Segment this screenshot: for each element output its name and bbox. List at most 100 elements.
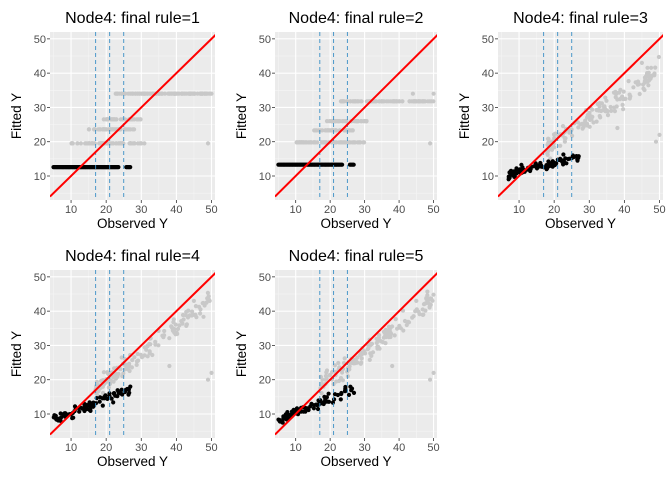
data-point-other [421, 312, 426, 317]
data-point-other [392, 333, 397, 338]
plot-area [498, 32, 663, 200]
y-tick-label: 10 [259, 409, 271, 421]
data-point-other [563, 136, 568, 141]
data-point-other [639, 60, 645, 65]
data-point-node [351, 390, 357, 395]
data-point-other [315, 140, 320, 145]
identity-line [275, 272, 437, 436]
x-axis-label: Observed Y [545, 216, 616, 231]
data-point-node [322, 394, 327, 399]
y-tick-label: 20 [482, 137, 494, 149]
data-point-other [340, 119, 346, 124]
data-point-other [380, 340, 385, 345]
data-point-other [189, 313, 194, 318]
chart-panel-3: 10 20 30 40 50 10 20 30 40 50 Node4: final rule=3 O… [457, 10, 666, 231]
data-point-other [351, 361, 356, 366]
data-point-other [347, 364, 352, 369]
data-point-other [142, 91, 147, 96]
data-point-other [204, 91, 209, 96]
plot-area [50, 270, 215, 438]
data-point-node [291, 407, 296, 412]
identity-line [275, 34, 437, 198]
x-tick-label: 50 [205, 442, 217, 454]
y-tick-label: 10 [482, 171, 494, 183]
x-tick-label: 10 [513, 204, 525, 216]
data-point-node [105, 396, 110, 401]
data-point-node [349, 388, 354, 393]
y-tick-label: 10 [259, 171, 271, 183]
data-point-node [80, 406, 85, 411]
data-point-other [184, 322, 189, 327]
data-point-other [391, 99, 396, 104]
data-point-other [200, 91, 205, 96]
data-point-other [172, 330, 177, 335]
data-point-other [576, 125, 581, 130]
data-point-other [558, 143, 563, 148]
data-point-node [554, 161, 559, 166]
data-point-other [328, 128, 333, 133]
data-point-other [620, 102, 625, 107]
data-point-node [97, 399, 102, 404]
data-point-other [353, 99, 358, 104]
data-point-node [340, 162, 345, 167]
data-point-other [205, 141, 211, 146]
y-tick-label: 40 [482, 68, 494, 80]
x-tick-label: 40 [393, 442, 405, 454]
x-axis-label: Observed Y [97, 216, 168, 231]
data-point-other [344, 128, 349, 133]
data-point-other [395, 99, 400, 104]
data-point-other [334, 379, 339, 384]
data-point-other [205, 377, 211, 382]
data-point-other [653, 139, 659, 144]
data-point-node [550, 160, 555, 165]
y-tick-label: 40 [259, 68, 271, 80]
data-point-other [356, 99, 361, 104]
x-tick-label: 50 [653, 204, 665, 216]
data-point-node [126, 392, 131, 397]
data-point-other [130, 358, 135, 363]
data-point-node [509, 172, 514, 177]
data-point-other [138, 117, 143, 122]
y-axis-label: Fitted Y [457, 93, 472, 139]
data-point-other [148, 91, 153, 96]
data-point-other [401, 328, 406, 333]
data-point-node [514, 171, 519, 176]
data-point-other [583, 118, 588, 123]
x-tick-label: 30 [358, 442, 370, 454]
y-tick-label: 50 [482, 34, 494, 46]
y-tick-label: 50 [34, 34, 46, 46]
data-point-other [594, 119, 599, 124]
data-point-node [514, 167, 519, 172]
data-point-other [413, 309, 418, 314]
data-point-other [637, 91, 642, 97]
data-point-node [303, 405, 308, 411]
data-point-other [359, 356, 364, 361]
other-node-points [60, 91, 214, 170]
x-tick-label: 10 [290, 204, 302, 216]
data-point-other [363, 119, 368, 124]
chart-panel-5: 10 20 30 40 50 10 20 30 40 50 Node4: final rule=5 O… [234, 248, 440, 469]
y-tick-label: 50 [34, 272, 46, 284]
x-tick-label: 40 [170, 442, 182, 454]
y-tick-label: 20 [259, 137, 271, 149]
data-point-other [598, 115, 603, 120]
data-point-other [134, 359, 139, 364]
data-point-other [613, 89, 618, 94]
x-tick-label: 30 [358, 204, 370, 216]
data-point-node [332, 392, 338, 397]
data-point-node [351, 162, 356, 167]
data-point-node [120, 392, 125, 397]
data-point-other [127, 368, 132, 374]
data-point-other [121, 141, 126, 146]
data-point-other [206, 297, 211, 302]
data-point-other [111, 141, 116, 146]
data-point-other [340, 378, 345, 383]
data-point-other [627, 96, 632, 101]
data-point-node [111, 400, 116, 405]
data-point-node [346, 392, 352, 397]
data-point-other [350, 128, 355, 133]
data-point-node [550, 164, 555, 169]
data-point-other [186, 308, 191, 313]
data-point-other [167, 336, 172, 341]
